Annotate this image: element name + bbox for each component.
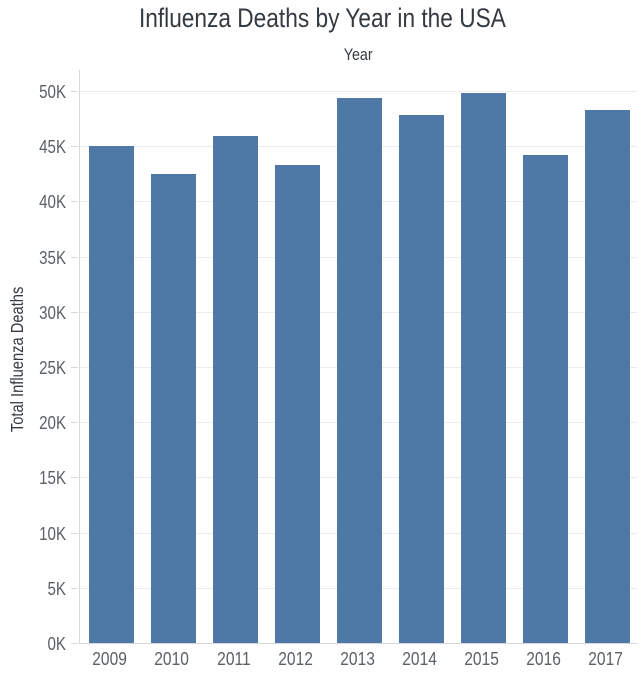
x-tick-label-2011: 2011 (217, 648, 251, 669)
y-tick-mark-5K (71, 587, 78, 589)
bar-2014[interactable] (398, 115, 444, 643)
y-tick-mark-45K (71, 146, 78, 148)
y-tick-mark-15K (71, 477, 78, 479)
x-tick-label-2014: 2014 (402, 648, 438, 669)
y-tick-label-35K: 35K (39, 247, 66, 268)
bar-2011[interactable] (212, 136, 258, 643)
x-tick-label-2009: 2009 (92, 648, 128, 669)
bar-2013[interactable] (336, 97, 382, 643)
y-tick-mark-40K (71, 201, 78, 203)
y-tick-label-45K: 45K (39, 137, 66, 158)
bar-2009[interactable] (88, 146, 134, 643)
x-tick-label-2015: 2015 (464, 648, 500, 669)
y-tick-label-20K: 20K (39, 413, 66, 434)
bar-2016[interactable] (522, 155, 568, 643)
y-tick-mark-50K (71, 91, 78, 92)
bar-2017[interactable] (584, 109, 630, 643)
chart-title: Influenza Deaths by Year in the USA (0, 3, 644, 34)
chart-title-text: Influenza Deaths by Year in the USA (138, 3, 506, 33)
x-tick-label-2010: 2010 (154, 648, 190, 669)
y-tick-label-30K: 30K (39, 302, 66, 323)
y-tick-label-50K: 50K (39, 82, 66, 102)
y-tick-label-15K: 15K (39, 468, 66, 489)
x-tick-label-2012: 2012 (278, 648, 314, 669)
y-tick-label-40K: 40K (39, 192, 66, 213)
bar-2010[interactable] (150, 173, 196, 643)
y-tick-mark-0K (71, 643, 78, 644)
x-axis-title: Year (79, 45, 637, 65)
x-tick-label-2016: 2016 (526, 648, 562, 669)
x-tick-label-2017: 2017 (588, 648, 624, 669)
bar-2015[interactable] (460, 93, 506, 643)
y-tick-label-0K: 0K (47, 634, 66, 654)
y-tick-label-5K: 5K (47, 578, 66, 599)
y-tick-mark-10K (71, 532, 78, 534)
y-tick-mark-30K (71, 311, 78, 313)
y-tick-mark-35K (71, 256, 78, 258)
gridline-50K (80, 91, 637, 92)
y-tick-label-25K: 25K (39, 358, 66, 378)
y-tick-mark-25K (71, 367, 78, 368)
y-tick-mark-20K (71, 422, 78, 424)
plot-area (79, 70, 637, 644)
x-tick-label-2013: 2013 (340, 648, 376, 669)
bar-2012[interactable] (274, 164, 320, 643)
y-tick-label-10K: 10K (39, 523, 66, 544)
x-axis-title-text: Year (343, 45, 373, 64)
